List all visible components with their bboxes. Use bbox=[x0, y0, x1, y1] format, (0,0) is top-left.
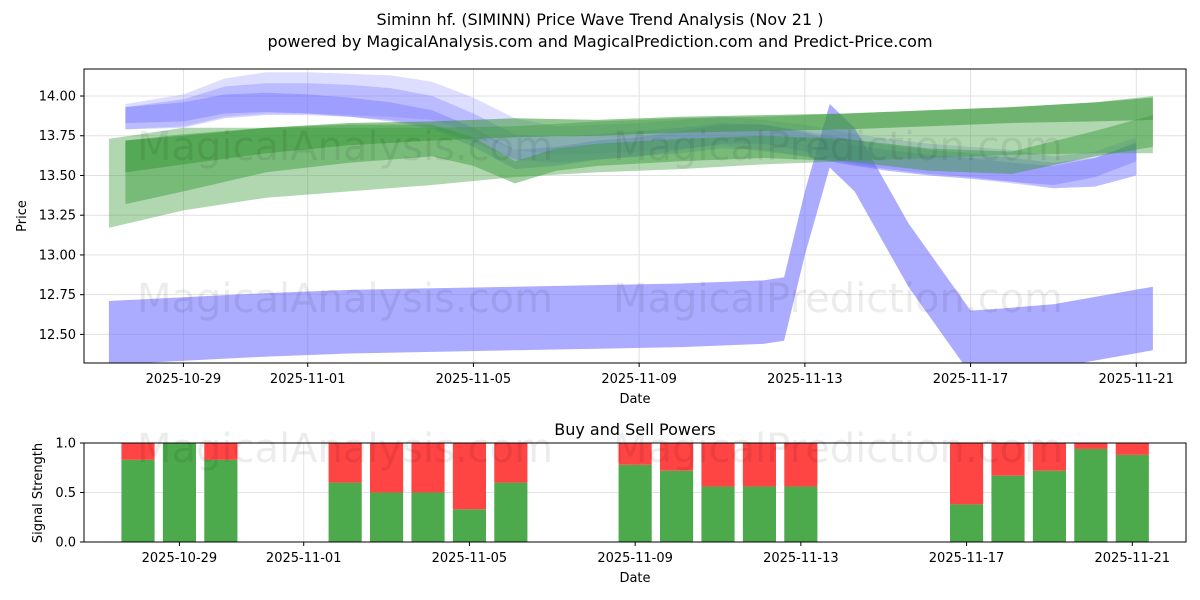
buy-bar bbox=[784, 486, 818, 542]
watermark-prediction-bottom: MagicalPrediction.com bbox=[613, 426, 1063, 472]
sell-bar bbox=[411, 443, 445, 493]
buy-sell-bars bbox=[121, 443, 1149, 542]
price-x-tick-label: 2025-10-29 bbox=[146, 372, 222, 387]
buy-sell-y-ticks: 0.0 0.5 1.0 bbox=[55, 437, 84, 551]
sell-bar bbox=[452, 443, 486, 510]
watermark-prediction-top: MagicalPrediction.com bbox=[613, 124, 1063, 170]
buy-bar bbox=[950, 504, 984, 542]
buy-sell-y-tick-label: 0.0 bbox=[55, 536, 76, 551]
price-y-tick-label: 13.00 bbox=[39, 248, 76, 263]
sell-bar bbox=[742, 443, 776, 487]
buy-bar bbox=[1115, 454, 1149, 542]
blue-wave-band bbox=[125, 83, 1137, 189]
buy-bar bbox=[204, 459, 238, 542]
price-y-ticks: 12.50 12.75 13.00 13.25 13.50 13.75 14.00 bbox=[39, 90, 84, 343]
sell-bar bbox=[618, 443, 652, 465]
chart-subtitle: powered by MagicalAnalysis.com and Magic… bbox=[267, 32, 932, 51]
price-watermarks: MagicalAnalysis.com MagicalPrediction.co… bbox=[137, 124, 1063, 322]
price-x-axis-label: Date bbox=[619, 392, 650, 407]
sell-bar bbox=[784, 443, 818, 487]
sell-bar bbox=[370, 443, 404, 493]
sell-bar bbox=[1115, 443, 1149, 455]
sell-bar bbox=[991, 443, 1025, 476]
buy-bar bbox=[701, 486, 735, 542]
buy-sell-x-tick-label: 2025-10-29 bbox=[142, 551, 218, 566]
buy-sell-x-tick-label: 2025-11-17 bbox=[929, 551, 1005, 566]
chart-title: Siminn hf. (SIMINN) Price Wave Trend Ana… bbox=[377, 10, 824, 29]
buy-sell-x-ticks: 2025-10-29 2025-11-01 2025-11-05 2025-11-09… bbox=[142, 542, 1170, 566]
price-x-tick-label: 2025-11-13 bbox=[767, 372, 843, 387]
buy-bar bbox=[1032, 470, 1066, 542]
buy-sell-x-tick-label: 2025-11-01 bbox=[266, 551, 342, 566]
price-x-tick-label: 2025-11-09 bbox=[601, 372, 677, 387]
watermark-analysis-top: MagicalAnalysis.com bbox=[137, 124, 553, 170]
price-x-tick-label: 2025-11-17 bbox=[933, 372, 1009, 387]
buy-bar bbox=[162, 443, 196, 542]
price-plot-frame bbox=[83, 68, 1187, 364]
price-y-tick-label: 14.00 bbox=[39, 90, 76, 105]
buy-sell-y-tick-label: 0.5 bbox=[55, 486, 76, 501]
price-y-axis-label: Price bbox=[15, 200, 30, 232]
buy-sell-x-axis-label: Date bbox=[619, 571, 650, 586]
blue-wave-wide bbox=[108, 104, 1153, 363]
blue-wave-band bbox=[125, 92, 1137, 185]
price-x-ticks: 2025-10-29 2025-11-01 2025-11-05 2025-11-09… bbox=[146, 363, 1174, 387]
buy-bar bbox=[618, 464, 652, 542]
price-x-tick-label: 2025-11-01 bbox=[270, 372, 346, 387]
watermark-analysis-mid: MagicalAnalysis.com bbox=[137, 276, 553, 322]
buy-sell-watermarks: MagicalAnalysis.com MagicalPrediction.co… bbox=[137, 426, 1063, 472]
price-y-tick-label: 13.50 bbox=[39, 169, 76, 184]
price-x-tick-label: 2025-11-21 bbox=[1099, 372, 1175, 387]
buy-bar bbox=[1074, 448, 1108, 542]
price-x-tick-label: 2025-11-05 bbox=[436, 372, 512, 387]
price-y-tick-label: 12.50 bbox=[39, 328, 76, 343]
buy-bar bbox=[370, 492, 404, 542]
buy-sell-x-tick-label: 2025-11-13 bbox=[763, 551, 839, 566]
price-bands bbox=[108, 72, 1153, 363]
sell-bar bbox=[950, 443, 984, 505]
buy-sell-title: Buy and Sell Powers bbox=[554, 420, 716, 439]
price-y-tick-label: 12.75 bbox=[39, 288, 76, 303]
green-wave-band bbox=[125, 97, 1153, 173]
sell-bar bbox=[204, 443, 238, 460]
sell-bar bbox=[328, 443, 362, 483]
price-y-tick-label: 13.25 bbox=[39, 209, 76, 224]
buy-sell-x-tick-label: 2025-11-21 bbox=[1095, 551, 1171, 566]
buy-bar bbox=[452, 509, 486, 542]
sell-bar bbox=[660, 443, 694, 471]
price-wave-panel: MagicalAnalysis.com MagicalPrediction.co… bbox=[15, 68, 1187, 407]
sell-bar bbox=[701, 443, 735, 487]
buy-sell-panel: Buy and Sell Powers MagicalAnalysis.com … bbox=[31, 420, 1187, 586]
buy-bar bbox=[411, 492, 445, 542]
sell-bar bbox=[1074, 443, 1108, 449]
buy-bar bbox=[991, 475, 1025, 542]
buy-sell-x-tick-label: 2025-11-05 bbox=[432, 551, 508, 566]
watermark-prediction-mid: MagicalPrediction.com bbox=[613, 276, 1063, 322]
buy-bar bbox=[121, 459, 155, 542]
buy-sell-y-axis-label: Signal Strength bbox=[31, 443, 46, 543]
sell-bar bbox=[1032, 443, 1066, 471]
sell-bar bbox=[494, 443, 528, 483]
buy-sell-y-tick-label: 1.0 bbox=[55, 437, 76, 452]
buy-bar bbox=[742, 486, 776, 542]
sell-bar bbox=[121, 443, 155, 460]
price-y-tick-label: 13.75 bbox=[39, 129, 76, 144]
buy-bar bbox=[328, 482, 362, 542]
buy-bar bbox=[660, 470, 694, 542]
buy-bar bbox=[494, 482, 528, 542]
buy-sell-x-tick-label: 2025-11-09 bbox=[597, 551, 673, 566]
watermark-analysis-bottom: MagicalAnalysis.com bbox=[137, 426, 553, 472]
